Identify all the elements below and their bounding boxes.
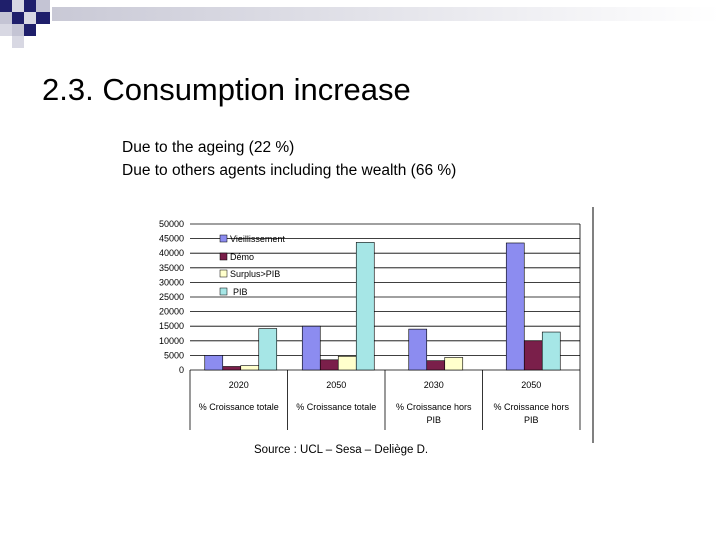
bar-d-mo xyxy=(319,359,339,371)
consumption-bar-chart: 5000045000400003500030000250002000015000… xyxy=(159,207,594,443)
square-navy xyxy=(12,12,24,24)
square-navy xyxy=(24,0,36,12)
bar-vieillissement xyxy=(301,325,321,371)
legend-swatch xyxy=(219,252,228,261)
x-year-label: 2050 xyxy=(521,380,541,390)
x-category-label: % Croissance hors xyxy=(493,402,569,412)
square-navy xyxy=(0,0,12,12)
square-light xyxy=(0,12,12,24)
square-light xyxy=(12,24,24,36)
corner-decoration xyxy=(0,0,720,50)
y-tick-label: 30000 xyxy=(159,277,184,287)
bar-d-mo xyxy=(426,360,446,371)
legend-label: Démo xyxy=(230,252,254,262)
checker-squares xyxy=(0,0,720,48)
legend-label: Vieillissement xyxy=(230,234,285,244)
bar-d-mo xyxy=(222,366,242,371)
y-tick-label: 15000 xyxy=(159,321,184,331)
bar-surplus-pib xyxy=(337,355,357,371)
x-year-label: 2050 xyxy=(326,380,346,390)
header-fade-bar xyxy=(52,7,720,21)
x-year-label: 2030 xyxy=(424,380,444,390)
y-tick-label: 5000 xyxy=(164,350,184,360)
bar-d-mo xyxy=(523,340,543,371)
x-category-label: PIB xyxy=(426,415,441,425)
y-tick-label: 40000 xyxy=(159,248,184,258)
legend-swatch xyxy=(219,287,228,296)
legend-swatch xyxy=(219,269,228,278)
square-light xyxy=(12,36,24,48)
bar-vieillissement xyxy=(505,242,525,371)
square-navy xyxy=(36,12,50,24)
legend-swatch xyxy=(219,234,228,243)
bullet-ageing: Due to the ageing (22 %) xyxy=(122,139,295,156)
square-light xyxy=(0,24,12,36)
y-tick-label: 10000 xyxy=(159,336,184,346)
square-navy xyxy=(24,24,36,36)
bullet-wealth: Due to others agents including the wealt… xyxy=(122,162,457,179)
legend-label: PIB xyxy=(233,287,248,297)
y-tick-label: 50000 xyxy=(159,219,184,229)
bar-vieillissement xyxy=(408,328,428,371)
x-category-label: % Croissance totale xyxy=(199,402,279,412)
source-note: Source : UCL – Sesa – Deliège D. xyxy=(254,444,429,456)
bar-surplus-pib xyxy=(240,365,260,371)
y-tick-label: 0 xyxy=(179,365,184,375)
bar-pib xyxy=(541,331,561,371)
bar-vieillissement xyxy=(204,355,224,371)
y-tick-label: 25000 xyxy=(159,292,184,302)
square-light xyxy=(24,12,36,24)
square-light xyxy=(36,0,50,12)
bar-pib xyxy=(355,242,375,371)
y-tick-label: 45000 xyxy=(159,234,184,244)
y-tick-label: 20000 xyxy=(159,307,184,317)
y-tick-label: 35000 xyxy=(159,263,184,273)
bar-pib xyxy=(258,328,278,371)
bar-surplus-pib xyxy=(444,357,464,371)
x-year-label: 2020 xyxy=(229,380,249,390)
x-category-label: % Croissance hors xyxy=(396,402,472,412)
slide-title: 2.3. Consumption increase xyxy=(42,72,411,107)
x-category-label: % Croissance totale xyxy=(296,402,376,412)
square-light xyxy=(12,0,24,12)
x-category-label: PIB xyxy=(524,415,539,425)
legend-label: Surplus>PIB xyxy=(230,269,280,279)
